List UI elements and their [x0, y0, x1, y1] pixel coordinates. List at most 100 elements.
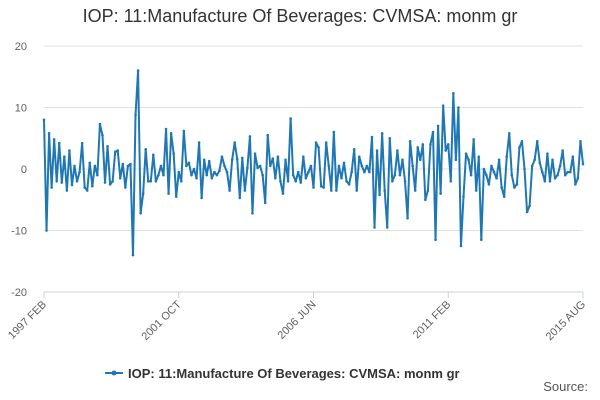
data-point [228, 189, 231, 192]
data-point [202, 158, 206, 162]
data-point [248, 135, 252, 138]
data-point [169, 132, 173, 135]
data-point [330, 189, 333, 192]
y-tick-label: 20 [15, 41, 27, 53]
data-point [332, 130, 336, 134]
data-point [258, 164, 262, 168]
data-point [159, 164, 163, 168]
data-point [304, 176, 308, 180]
data-point [393, 173, 397, 177]
data-point [482, 167, 486, 171]
data-point [528, 204, 531, 208]
data-point [141, 192, 145, 195]
data-point [485, 173, 488, 177]
data-point [467, 158, 470, 162]
data-point [289, 117, 292, 120]
data-point [464, 152, 468, 155]
data-point [103, 181, 107, 184]
data-point [131, 253, 135, 257]
data-point [446, 143, 450, 146]
data-point [345, 180, 348, 183]
data-point [553, 176, 557, 180]
data-point [322, 186, 325, 189]
data-point [350, 170, 353, 174]
data-point [533, 158, 536, 162]
data-point [213, 170, 216, 174]
data-point [276, 155, 280, 158]
data-point [52, 138, 56, 141]
data-point [101, 133, 104, 137]
data-point [403, 180, 407, 183]
data-point [271, 157, 275, 160]
data-point [388, 136, 392, 140]
data-point [431, 130, 435, 134]
data-point [568, 170, 572, 174]
data-point [523, 167, 526, 171]
data-point [396, 149, 399, 152]
data-point [68, 149, 71, 152]
data-point [45, 229, 48, 232]
data-point [256, 166, 259, 170]
data-point [520, 140, 524, 143]
data-point [152, 153, 155, 157]
data-point [357, 155, 361, 158]
y-tick-label: 0 [21, 164, 27, 176]
data-point [139, 211, 142, 215]
data-point [78, 170, 81, 174]
data-point [80, 141, 84, 145]
data-point [157, 173, 160, 177]
data-point [96, 173, 99, 177]
data-point [57, 141, 61, 145]
data-point [108, 183, 112, 186]
data-point [571, 155, 575, 158]
data-point [424, 198, 427, 202]
data-point [60, 181, 64, 184]
data-point [378, 193, 381, 197]
legend[interactable]: IOP: 11:Manufacture Of Beverages: CVMSA:… [105, 366, 460, 381]
data-point [279, 180, 282, 183]
data-point [314, 141, 318, 144]
data-point [429, 143, 432, 146]
data-point [111, 180, 114, 183]
data-point [197, 141, 201, 144]
data-point [548, 180, 552, 183]
data-point [187, 161, 191, 165]
data-point [55, 180, 59, 183]
data-point [530, 164, 534, 168]
data-point [65, 189, 69, 192]
data-point [513, 186, 516, 189]
data-point [418, 158, 422, 162]
data-point [515, 183, 519, 186]
data-point [118, 176, 122, 180]
data-point [561, 149, 564, 152]
data-point [63, 155, 66, 158]
data-point [574, 183, 577, 186]
data-point [268, 164, 272, 168]
data-point [551, 158, 554, 162]
data-point [360, 164, 364, 168]
data-point [416, 146, 420, 149]
data-point [218, 169, 221, 173]
data-point [510, 173, 514, 177]
data-point [413, 189, 417, 192]
data-point [434, 238, 437, 242]
series-layer [42, 69, 585, 257]
data-point [576, 176, 580, 180]
data-point [172, 152, 175, 155]
data-point [113, 150, 117, 154]
data-point [324, 141, 328, 144]
data-point [296, 170, 300, 174]
data-point [238, 196, 242, 200]
x-tick-label: 2001 OCT [140, 298, 185, 343]
data-point [383, 189, 386, 192]
grid-lines [44, 45, 583, 231]
data-point [505, 155, 509, 158]
data-point [454, 158, 458, 162]
data-point [116, 149, 120, 152]
y-tick-label: -20 [11, 287, 27, 299]
data-point [398, 173, 402, 177]
y-axis-ticks: 20 10 0 -10 -20 [11, 41, 27, 299]
data-point [182, 129, 186, 133]
data-point [375, 149, 379, 152]
data-point [497, 158, 501, 162]
